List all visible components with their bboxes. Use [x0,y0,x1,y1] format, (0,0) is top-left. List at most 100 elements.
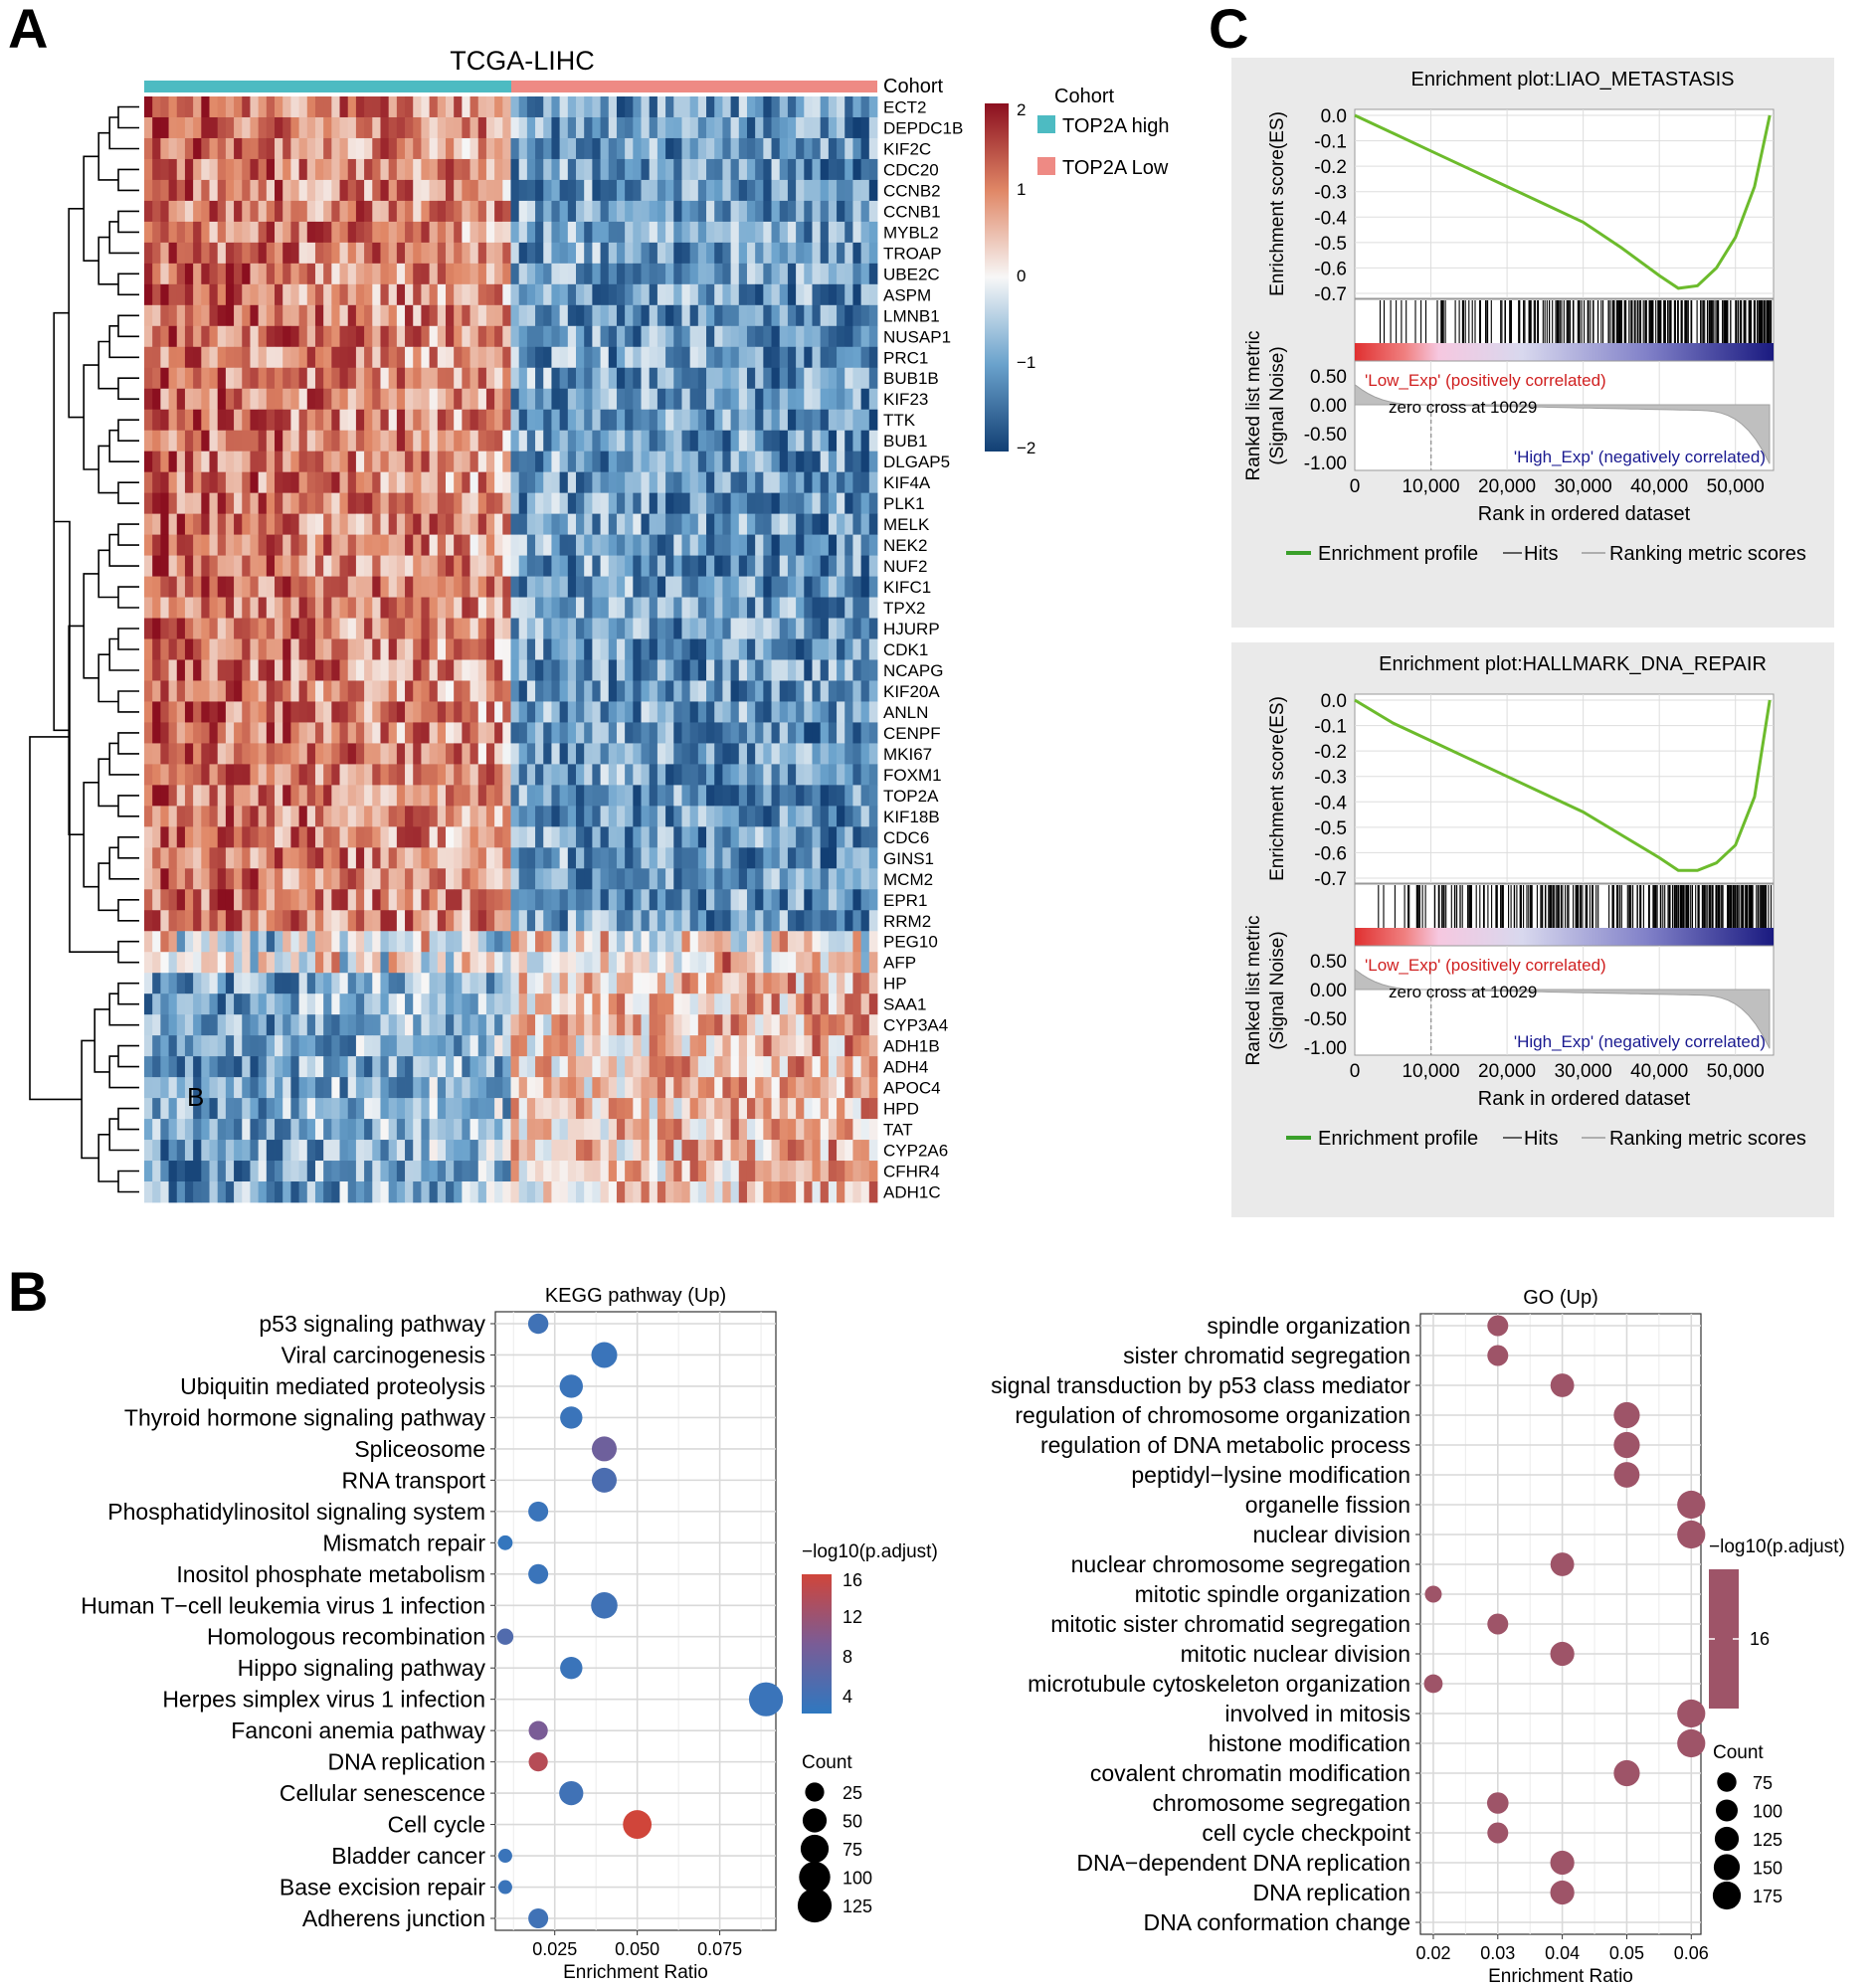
heatmap-cell [306,659,316,681]
heatmap-cell [584,910,593,932]
heatmap-cell [714,263,723,285]
heatmap-cell [518,722,528,744]
heatmap-cell [641,471,651,494]
heatmap-cell [746,1035,756,1057]
heatmap-cell [477,1161,487,1182]
heatmap-cell [396,513,406,535]
heatmap-cell [592,263,601,285]
heatmap-cell [380,1140,390,1162]
heatmap-cell [714,409,723,432]
heatmap-cell [608,555,618,577]
heatmap-cell [144,430,153,452]
heatmap-cell [681,242,691,265]
heatmap-cell [152,764,161,786]
heatmap-cell [372,158,381,181]
heatmap-cell [347,743,357,765]
heatmap-cell [485,638,495,660]
heatmap-cell [445,304,455,327]
heatmap-cell [559,1077,569,1099]
heatmap-cell [844,242,853,265]
heatmap-cell [176,847,186,869]
heatmap-cell [755,534,764,556]
heatmap-cell [656,952,666,974]
heatmap-cell [837,764,845,786]
heatmap-cell [551,137,561,160]
heatmap-cell [242,931,251,953]
heatmap-cell [771,221,781,244]
heatmap-cell [355,179,365,202]
heatmap-cell [339,158,349,181]
heatmap-cell [323,471,332,494]
heatmap-cell [494,367,503,390]
heatmap-cell [413,1181,422,1203]
heatmap-cell [429,200,439,223]
dendrogram-branch [117,899,139,922]
heatmap-cell [559,680,569,702]
heatmap-cell [656,346,666,369]
heatmap-cell [396,618,406,639]
heatmap-cell [184,618,194,639]
heatmap-cell [592,283,601,306]
heatmap-cell [421,973,431,994]
heatmap-cell [844,994,853,1015]
heatmap-cell [250,96,260,118]
heatmap-cell [225,1098,235,1120]
heatmap-cell [355,743,365,765]
heatmap-cell [763,492,772,515]
heatmap-cell [193,1140,202,1162]
heatmap-cell [502,910,511,932]
heatmap-cell [763,304,772,327]
heatmap-cell [812,743,822,765]
heatmap-cell [656,618,666,639]
heatmap-cell [380,346,390,369]
heatmap-cell [298,409,308,432]
heatmap-cell [616,743,626,765]
heatmap-cell [535,785,544,807]
heatmap-cell [298,910,308,932]
heatmap-cell [242,994,251,1015]
heatmap-cell [275,513,283,535]
heatmap-cell [844,910,853,932]
heatmap-cell [429,137,439,160]
heatmap-cell [225,806,235,827]
heatmap-cell [656,1140,666,1162]
heatmap-cell [559,200,569,223]
heatmap-cell [608,931,618,953]
heatmap-cell [314,868,324,890]
heatmap-cell [722,346,731,369]
heatmap-cell [820,785,830,807]
heatmap-cell [600,1140,610,1162]
heatmap-cell [250,1161,260,1182]
heatmap-cell [176,1014,186,1036]
gene-label: HP [883,975,907,994]
heatmap-cell [339,659,349,681]
heatmap-cell [462,868,470,890]
heatmap-cell [201,158,210,181]
heatmap-cell [250,179,260,202]
heatmap-cell [314,1098,324,1120]
heatmap-cell [779,221,789,244]
heatmap-cell [258,826,268,848]
heatmap-cell [437,1056,447,1078]
heatmap-cell [372,200,381,223]
heatmap-cell [584,304,593,327]
heatmap-cell [152,388,161,411]
heatmap-cell [763,116,772,139]
heatmap-cell [837,367,845,390]
heatmap-cell [746,1077,756,1099]
heatmap-cell [485,492,495,515]
heatmap-cell [184,367,194,390]
heatmap-cell [543,826,552,848]
heatmap-cell [608,680,618,702]
heatmap-cell [454,367,463,390]
heatmap-cell [184,555,194,577]
heatmap-cell [633,346,642,369]
heatmap-cell [625,785,634,807]
heatmap-cell [250,638,260,660]
heatmap-cell [763,1161,772,1182]
heatmap-cell [526,555,536,577]
heatmap-cell [518,346,528,369]
heatmap-cell [600,200,610,223]
heatmap-cell [641,659,651,681]
heatmap-cell [413,430,422,452]
